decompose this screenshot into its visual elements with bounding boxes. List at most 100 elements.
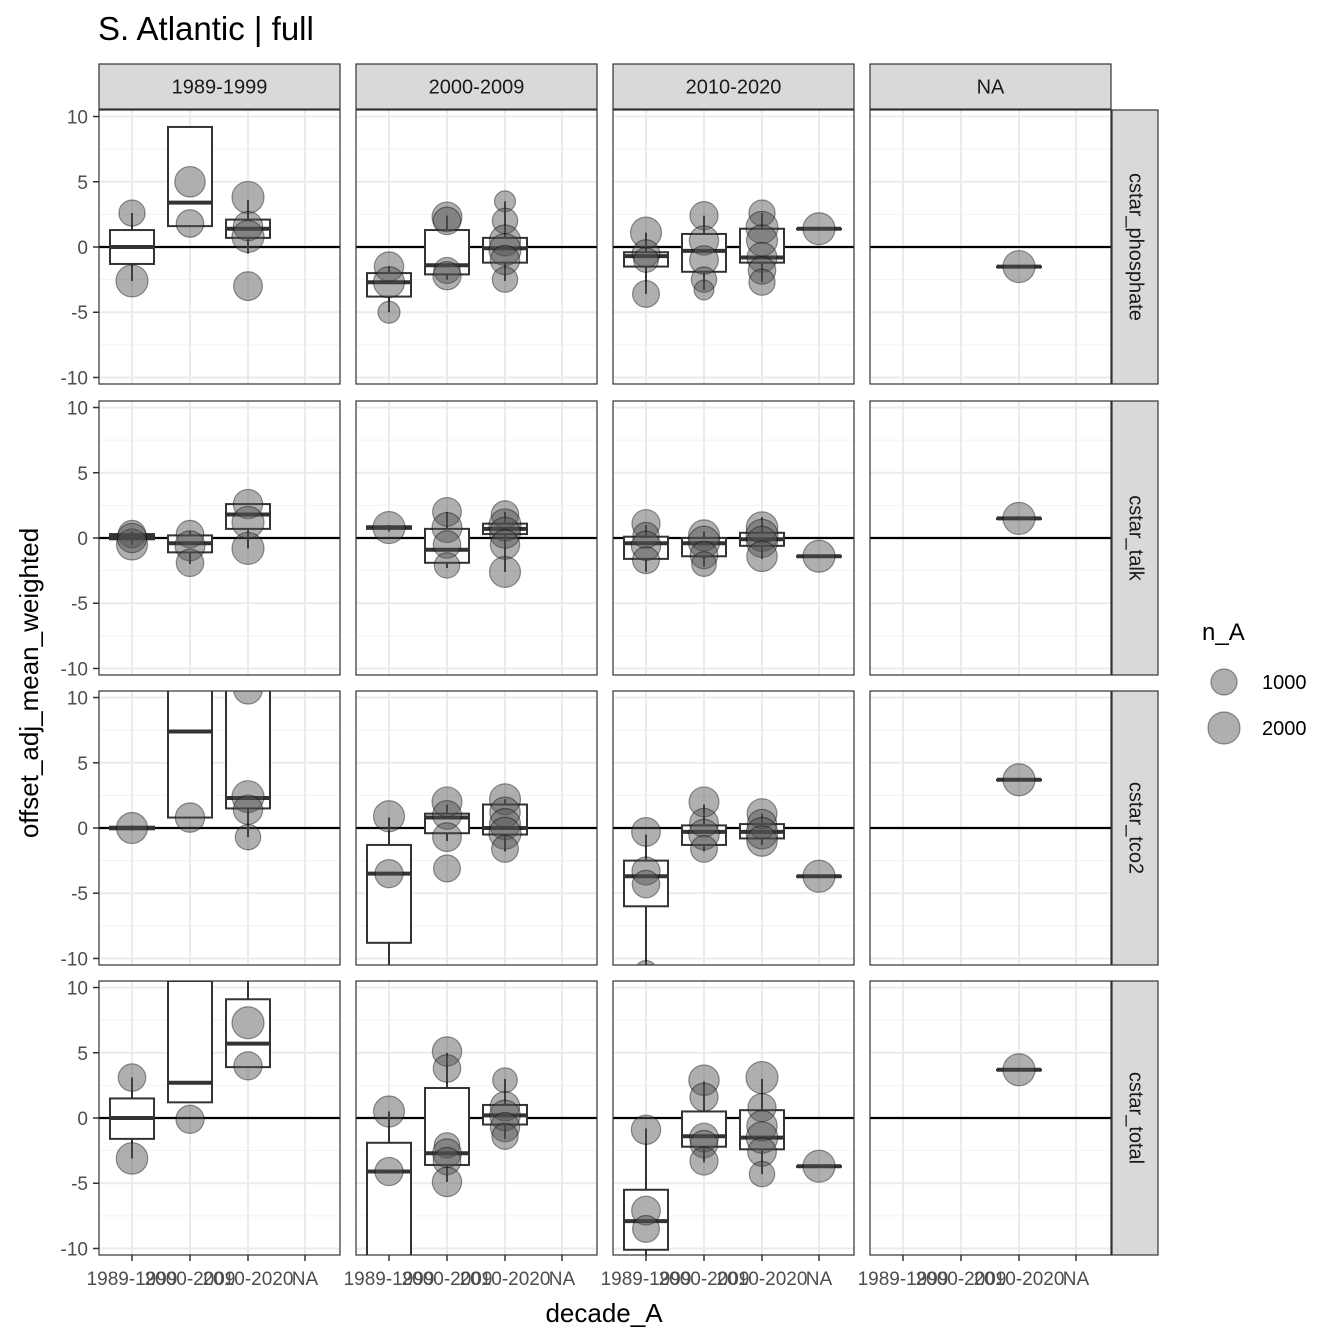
data-point — [431, 201, 463, 233]
data-point — [431, 786, 463, 818]
boxplot — [109, 199, 155, 298]
boxplot — [623, 816, 669, 965]
boxplot — [424, 496, 470, 579]
data-point — [432, 1054, 462, 1083]
data-point — [175, 209, 205, 238]
data-point — [746, 540, 778, 573]
y-tick-label: 5 — [77, 1044, 88, 1065]
data-point — [489, 529, 521, 560]
boxplot — [366, 1095, 412, 1255]
boxplot — [225, 691, 271, 851]
legend-key: 1000 — [1210, 668, 1307, 696]
data-point — [689, 1146, 719, 1176]
x-tick-label: 1989-1999 — [858, 1269, 949, 1290]
boxplot — [681, 201, 727, 301]
box-iqr — [167, 125, 213, 228]
data-point — [432, 1138, 462, 1169]
data-point — [631, 508, 661, 539]
data-point — [489, 1090, 521, 1122]
data-point — [488, 555, 522, 589]
column-strip: 2000-2009 — [355, 63, 598, 110]
data-point — [746, 1110, 778, 1142]
y-tick-label: 10 — [67, 979, 88, 1000]
data-point — [433, 256, 461, 285]
y-tick-label: 0 — [77, 238, 88, 259]
data-point — [488, 807, 522, 841]
data-point — [1002, 501, 1036, 536]
data-point — [746, 241, 778, 273]
data-point — [631, 239, 661, 268]
boxplot — [796, 539, 842, 573]
column-strip: 1989-1999 — [98, 63, 341, 110]
data-point — [175, 548, 205, 578]
data-point — [232, 488, 264, 520]
data-point — [687, 525, 721, 559]
panel-data — [623, 508, 842, 578]
data-point — [691, 551, 717, 578]
y-tick-label: 0 — [77, 1109, 88, 1130]
data-point — [377, 300, 401, 324]
panel-data — [109, 125, 271, 302]
box-iqr — [225, 691, 271, 810]
data-point — [489, 796, 521, 829]
data-point — [489, 1111, 521, 1143]
boxplot — [109, 811, 155, 845]
data-point — [431, 512, 463, 544]
box-iqr — [366, 1141, 412, 1255]
column-strip-label: 2010-2020 — [686, 77, 782, 99]
column-strip: 2010-2020 — [612, 63, 855, 110]
panel-data — [623, 786, 842, 965]
row-strip-bg — [1111, 109, 1159, 385]
y-tick-label: 0 — [77, 819, 88, 840]
data-point — [633, 247, 659, 273]
panel-border — [612, 400, 855, 676]
data-point — [233, 271, 263, 302]
boxplot — [366, 510, 412, 545]
data-point — [174, 802, 206, 833]
box-iqr — [681, 1110, 727, 1148]
data-point — [233, 691, 263, 705]
data-point — [689, 1082, 719, 1112]
panel-border — [869, 690, 1112, 966]
box-iqr — [424, 527, 470, 564]
y-tick-label: -5 — [71, 884, 88, 905]
data-point — [689, 201, 719, 231]
row-strip-label: cstar_phosphate — [1125, 173, 1147, 321]
panel-data — [996, 501, 1042, 536]
panel — [356, 401, 597, 675]
y-tick-label: -10 — [61, 659, 88, 680]
x-tick-label: 1989-1999 — [344, 1269, 435, 1290]
y-tick-label: 0 — [77, 529, 88, 550]
data-point — [491, 266, 519, 293]
box-iqr — [739, 1109, 785, 1151]
data-point — [746, 825, 778, 857]
data-point — [490, 834, 520, 863]
boxplot — [225, 981, 271, 1081]
panel-data — [366, 1036, 528, 1255]
panel-border — [355, 980, 598, 1256]
panel — [870, 981, 1111, 1255]
y-tick-label: -5 — [71, 1174, 88, 1195]
boxplot — [424, 201, 470, 291]
data-point — [488, 783, 522, 816]
data-point — [630, 530, 662, 562]
data-point — [631, 546, 661, 575]
x-tick-label: 2000-2009 — [916, 1269, 1007, 1290]
data-point — [1002, 763, 1036, 797]
data-point — [689, 540, 719, 570]
boxplot — [482, 1067, 528, 1150]
data-point — [745, 210, 779, 245]
legend-key-label: 2000 — [1262, 718, 1307, 740]
data-point — [629, 216, 663, 249]
data-point — [630, 1114, 662, 1146]
data-point — [746, 798, 778, 830]
x-tick-label: 1989-1999 — [601, 1269, 692, 1290]
data-point — [372, 1095, 406, 1128]
column-strip-bg — [869, 63, 1112, 110]
data-point — [490, 500, 520, 529]
data-point — [175, 519, 205, 549]
x-tick-label: 2010-2020 — [974, 1269, 1065, 1290]
row-strip-bg — [1111, 980, 1159, 1256]
data-point — [689, 834, 719, 863]
